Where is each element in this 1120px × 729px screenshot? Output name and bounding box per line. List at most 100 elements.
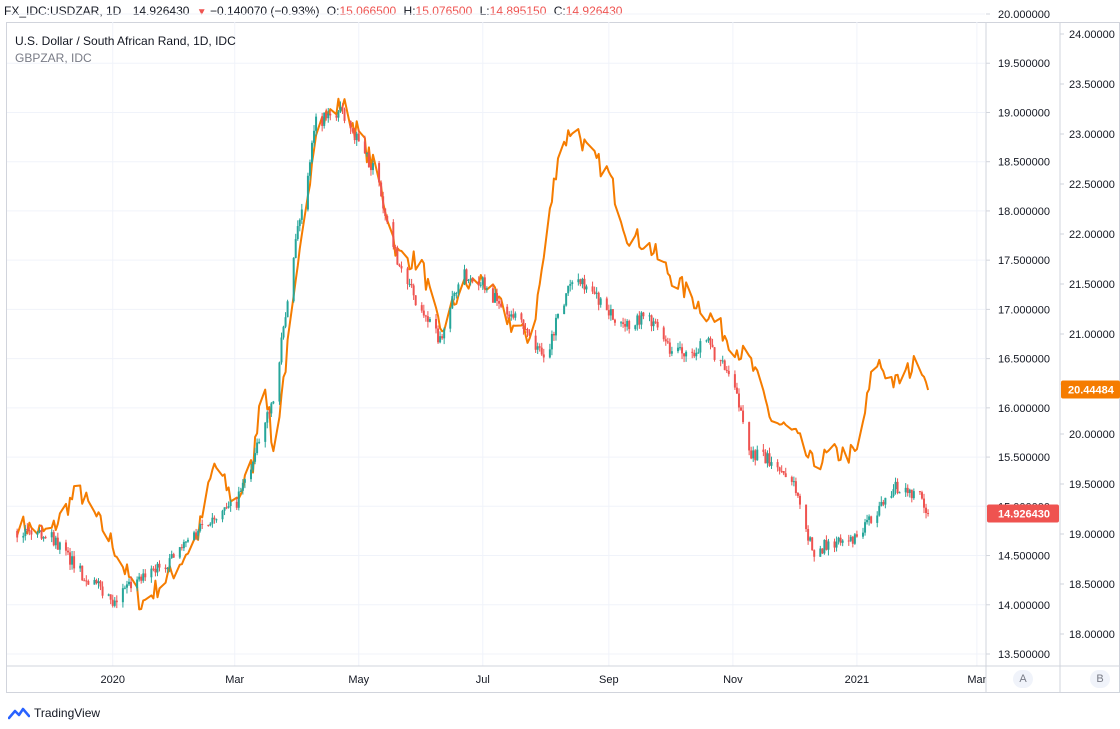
candle-body <box>256 442 259 454</box>
candle-body <box>111 599 114 606</box>
candle <box>58 541 61 555</box>
candle <box>339 101 342 113</box>
price-tag-outer <box>1061 380 1120 399</box>
y-tick-label-outer: 20.00000 <box>1069 429 1115 441</box>
candle <box>508 311 511 319</box>
candle <box>123 585 126 590</box>
candle <box>569 279 572 292</box>
tradingview-label: TradingView <box>34 706 101 720</box>
candle-body <box>266 412 269 423</box>
candle <box>691 348 694 359</box>
candle-body <box>542 354 545 358</box>
candle-body <box>790 477 793 482</box>
candle-body <box>197 530 200 536</box>
axis-button-a[interactable]: A <box>1013 670 1033 688</box>
candle-body <box>363 141 366 154</box>
candle <box>235 497 238 511</box>
candle-body <box>837 537 840 542</box>
plot-area[interactable] <box>16 97 930 611</box>
candle-body <box>735 387 738 394</box>
candle <box>552 331 555 341</box>
candle-body <box>784 473 787 478</box>
y-tick-label-inner: 17.500000 <box>998 255 1050 267</box>
candle <box>925 503 928 519</box>
candle-body <box>508 314 511 317</box>
candle-body <box>207 524 210 526</box>
candle-body <box>243 479 246 483</box>
grid <box>7 13 985 666</box>
candle-body <box>477 281 480 286</box>
candle <box>227 501 230 509</box>
candle-body <box>394 246 397 249</box>
axis-button-b[interactable]: B <box>1090 670 1110 688</box>
candle-body <box>908 489 911 494</box>
candle <box>24 525 27 541</box>
candle-body <box>870 516 873 523</box>
candle <box>357 129 360 142</box>
candle <box>742 405 745 425</box>
candle <box>506 304 509 319</box>
axes: 2020 Mar May Jul Sep Nov 2021 Mar 13.500000 14.00… <box>7 9 1120 693</box>
candle <box>752 446 755 462</box>
candle-body <box>182 541 185 549</box>
candle-body <box>676 347 679 352</box>
candle-body <box>469 278 472 280</box>
candle <box>270 401 273 418</box>
candle-body <box>164 567 167 570</box>
price-tag-inner <box>987 504 1059 523</box>
candle <box>695 347 698 361</box>
y-tick-label-inner: 18.000000 <box>998 206 1050 218</box>
candle-body <box>22 535 25 538</box>
candle-body <box>351 128 354 132</box>
candle-body <box>26 528 29 531</box>
candle-body <box>742 410 745 423</box>
candle-body <box>30 530 33 535</box>
candle-body <box>719 359 722 361</box>
candle-body <box>611 309 614 320</box>
candle <box>201 519 204 530</box>
candle-body <box>752 450 755 459</box>
candle-body <box>493 293 496 303</box>
candle <box>713 346 716 362</box>
candle-body <box>282 326 285 338</box>
candle <box>42 536 45 542</box>
candle-body <box>335 115 338 118</box>
candle <box>827 538 830 556</box>
candle-body <box>762 449 765 452</box>
tradingview-logo[interactable]: TradingView <box>8 702 100 724</box>
y-tick-label-inner: 15.500000 <box>998 452 1050 464</box>
candle-body <box>79 565 82 569</box>
candle-body <box>721 360 724 362</box>
candle <box>628 319 631 334</box>
candle <box>398 263 401 268</box>
candle-body <box>308 162 311 176</box>
candle <box>239 487 242 492</box>
candle-body <box>426 316 429 322</box>
candle-body <box>107 594 110 596</box>
candle-body <box>878 505 881 516</box>
chart[interactable]: 2020 Mar May Jul Sep Nov 2021 Mar 13.500000 14.00… <box>0 0 1120 698</box>
candle-body <box>622 322 625 324</box>
candle <box>327 107 330 123</box>
candle <box>349 120 352 135</box>
candle <box>380 180 383 197</box>
candle-body <box>807 529 810 541</box>
candle <box>693 349 696 358</box>
candle-body <box>213 517 216 520</box>
candle-body <box>862 532 865 537</box>
candle-body <box>184 541 187 543</box>
candle-body <box>884 497 887 505</box>
candle <box>536 342 539 354</box>
candle-body <box>520 313 523 320</box>
candle-body <box>199 524 202 531</box>
candle <box>849 534 852 543</box>
candle-body <box>172 554 175 558</box>
candle <box>768 447 771 467</box>
candle-body <box>833 541 836 548</box>
candle <box>66 547 69 555</box>
candle-body <box>853 534 856 544</box>
candle-body <box>355 133 358 141</box>
candle <box>207 524 210 527</box>
candle-body <box>656 321 659 328</box>
candle-body <box>121 588 124 603</box>
